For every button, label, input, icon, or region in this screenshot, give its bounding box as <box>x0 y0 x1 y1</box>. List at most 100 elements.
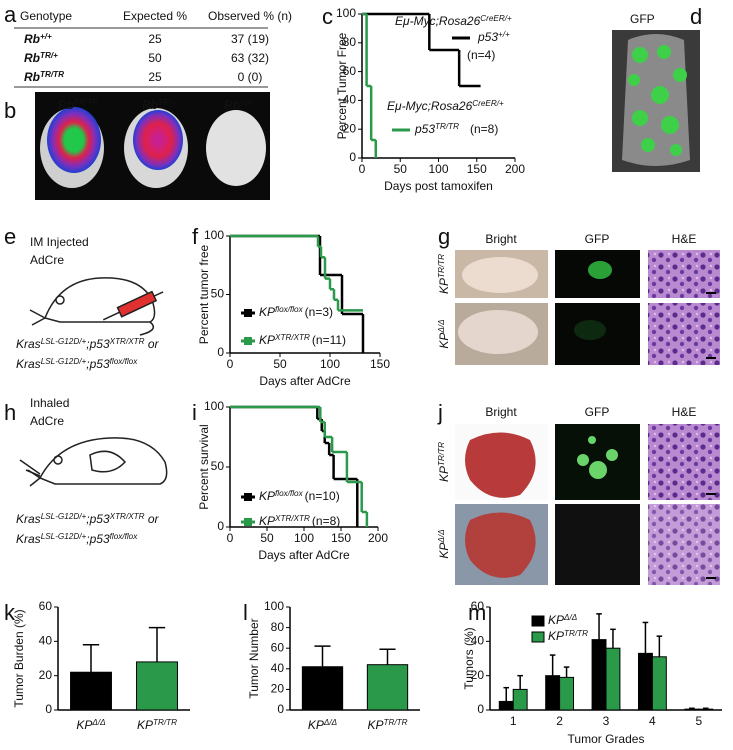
text-run: p53 <box>414 122 435 136</box>
y-tick-label: 0 <box>45 702 52 716</box>
legend-marker <box>244 493 252 501</box>
x-tick-label: 50 <box>273 357 287 371</box>
image-title: GFP <box>630 12 655 26</box>
bar <box>591 639 607 711</box>
text-run: Δ/Δ <box>437 319 446 333</box>
panel-label: l <box>243 600 248 625</box>
text-run: Kras <box>16 512 41 526</box>
x-tick-label: 0 <box>359 162 366 176</box>
text-run: KP <box>259 333 275 347</box>
y-axis-label: Tumors (%) <box>462 627 476 689</box>
schematic-title: Inhaled <box>30 396 69 410</box>
text-run: LSL-G12D/+ <box>41 532 87 541</box>
x-axis-label: Tumor Grades <box>568 732 645 746</box>
legend-text: Eμ-Myc;Rosa26CreER/+ <box>387 99 504 113</box>
bar <box>559 676 575 711</box>
y-tick-label: 20 <box>271 682 285 696</box>
y-tick-label: 40 <box>471 634 485 648</box>
text-run: p53 <box>477 30 498 44</box>
text-run: +/+ <box>498 30 510 39</box>
x-axis-label: Days after AdCre <box>258 548 350 562</box>
bar <box>136 661 178 711</box>
row-label: KPTR/TR <box>437 442 451 482</box>
text-run: flox/flox <box>275 305 304 314</box>
schematic-title: AdCre <box>30 253 64 267</box>
text-run: Eμ-Myc;Rosa26 <box>395 14 481 28</box>
text-run: Rb <box>24 51 40 65</box>
bar <box>301 666 344 711</box>
text-run: flox/flox <box>275 489 304 498</box>
y-axis-label: Tumor Burden (%) <box>12 609 26 707</box>
bar <box>605 647 621 711</box>
text-run: ;p53 <box>86 337 110 351</box>
text-run: +/+ <box>40 32 52 41</box>
image-label: Rb+/+ <box>224 98 252 112</box>
table-header: Observed % (n) <box>208 9 292 23</box>
legend-swatch <box>531 615 545 627</box>
table-cell: 37 (19) <box>231 32 269 46</box>
text-run: LSL-G12D/+ <box>41 512 87 521</box>
legend-text: p53TR/TR <box>414 122 459 136</box>
y-tick-label: 100 <box>264 599 284 613</box>
text-run: KP <box>437 466 451 482</box>
text-run: Δ/Δ <box>91 718 105 727</box>
panel-label: i <box>192 400 197 425</box>
bar <box>698 708 714 711</box>
table-cell: RbTR/+ <box>24 51 58 65</box>
table-cell: 63 (32) <box>231 51 269 65</box>
text-run: flox/flox <box>110 532 139 541</box>
genotype-text: KrasLSL-G12D/+;p53flox/flox <box>16 532 138 546</box>
x-tick-label: KPΔ/Δ <box>308 718 337 732</box>
panel-label: m <box>468 600 486 625</box>
legend-text: KPXTR/XTR <box>259 514 310 528</box>
x-tick-label: 150 <box>467 162 487 176</box>
text-run: flox/flox <box>110 357 139 366</box>
y-tick-label: 100 <box>336 6 356 20</box>
x-tick-label: 50 <box>260 531 274 545</box>
bar <box>637 652 653 711</box>
y-tick-label: 40 <box>271 661 285 675</box>
x-tick-label: 200 <box>505 162 525 176</box>
row-label: KPΔ/Δ <box>437 319 451 348</box>
image-label: RbTR/TR <box>58 98 98 112</box>
panel-label: k <box>4 600 16 625</box>
text-run: or <box>145 512 160 526</box>
bar <box>366 664 409 711</box>
table-cell: 0 (0) <box>238 70 263 84</box>
text-run: Kras <box>16 357 41 371</box>
text-run: Kras <box>16 337 41 351</box>
text-run: TR/TR <box>40 70 64 79</box>
x-tick-label: 50 <box>394 162 408 176</box>
x-tick-label: 5 <box>695 714 702 728</box>
column-header: Bright <box>485 405 517 419</box>
text-run: KP <box>437 543 451 559</box>
column-header: GFP <box>585 405 610 419</box>
x-tick-label: 100 <box>294 531 314 545</box>
text-run: LSL-G12D/+ <box>41 357 87 366</box>
genotype-text: KrasLSL-G12D/+;p53XTR/XTR or <box>16 337 160 351</box>
text-run: TR/TR <box>153 718 177 727</box>
table-cell: 50 <box>148 51 162 65</box>
text-run: KP <box>437 278 451 294</box>
y-axis-label: Tumor Number <box>247 618 261 698</box>
legend-marker <box>244 518 252 526</box>
x-tick-label: 4 <box>649 714 656 728</box>
text-run: CreER/+ <box>472 99 504 108</box>
y-tick-label: 0 <box>217 519 224 533</box>
table-cell: Rb+/+ <box>24 32 52 46</box>
y-tick-label: 20 <box>471 668 485 682</box>
y-axis-label: Percent survival <box>197 424 211 509</box>
text-run: TR/TR <box>74 98 98 107</box>
legend-n: (n=4) <box>467 48 495 62</box>
table-cell: 25 <box>148 32 162 46</box>
y-tick-label: 20 <box>343 121 357 135</box>
x-tick-label: KPTR/TR <box>367 718 407 732</box>
panel-label: c <box>322 4 333 29</box>
text-run: ;p53 <box>86 512 110 526</box>
panel-label: e <box>4 224 16 249</box>
text-run: LSL-G12D/+ <box>41 337 87 346</box>
legend-n: (n=8) <box>470 122 498 136</box>
legend-text: KPflox/flox <box>259 305 304 319</box>
legend-n: (n=11) <box>312 333 346 347</box>
text-run: KP <box>437 333 451 349</box>
